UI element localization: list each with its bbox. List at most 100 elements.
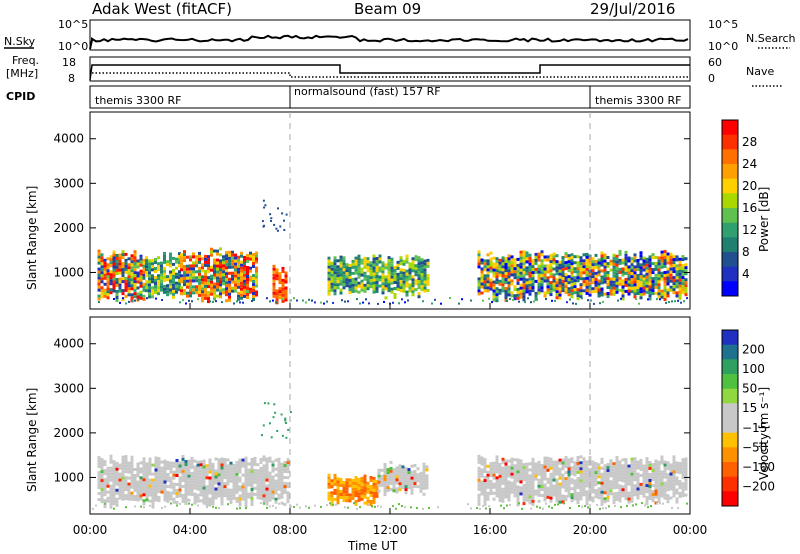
velocity-cell xyxy=(510,469,514,473)
velocity-cell xyxy=(154,465,158,469)
velocity-cell xyxy=(389,487,393,491)
power-cell xyxy=(528,268,532,272)
velocity-ground-cell xyxy=(326,504,328,507)
velocity-cell xyxy=(636,472,640,476)
velocity-cell xyxy=(561,500,565,504)
power-cell xyxy=(534,258,538,262)
power-cell xyxy=(243,270,246,274)
velocity-cell xyxy=(624,491,628,495)
power-cell xyxy=(213,261,216,265)
velocity-cell xyxy=(363,489,367,493)
velocity-cell xyxy=(202,480,206,484)
power-cell xyxy=(246,293,249,296)
velocity-cell xyxy=(220,487,224,491)
velocity-cell xyxy=(175,489,179,492)
power-cell xyxy=(573,282,577,286)
velocity-cell xyxy=(175,465,179,468)
velocity-cell xyxy=(495,494,499,498)
velocity-cell xyxy=(190,477,194,481)
velocity-cell xyxy=(681,464,685,468)
velocity-cell xyxy=(286,494,290,498)
velocity-ground-cell xyxy=(215,506,217,509)
velocity-cell xyxy=(154,495,158,499)
power-cell xyxy=(327,277,331,281)
power-cell xyxy=(115,278,119,281)
velocity-cell xyxy=(238,488,242,492)
power-cell xyxy=(486,283,490,287)
power-cell xyxy=(483,277,487,281)
power-cell xyxy=(546,276,550,280)
velocity-cell xyxy=(280,486,284,490)
velocity-cell xyxy=(675,461,679,465)
velocity-cell xyxy=(244,486,248,490)
velocity-cell xyxy=(516,470,520,474)
power-cell xyxy=(522,292,526,296)
power-cell xyxy=(103,288,107,292)
velocity-cell xyxy=(504,492,508,496)
velocity-cell xyxy=(570,472,574,476)
velocity-cell xyxy=(124,488,128,492)
power-cell xyxy=(219,295,222,299)
power-cell xyxy=(115,296,119,299)
station-title: Adak West (fitACF) xyxy=(92,0,232,18)
velocity-cell xyxy=(555,481,559,485)
velocity-cell xyxy=(166,467,170,470)
velocity-cell xyxy=(630,487,634,491)
power-cell xyxy=(486,268,490,272)
power-cell xyxy=(549,290,553,294)
velocity-cell xyxy=(522,496,526,500)
power-cell xyxy=(387,280,391,284)
power-cell xyxy=(570,268,574,272)
power-cell xyxy=(513,264,517,268)
velocity-cell xyxy=(193,474,197,478)
power-cell xyxy=(281,287,285,291)
velocity-cell xyxy=(202,495,206,499)
velocity-cell xyxy=(238,470,242,474)
velocity-cell xyxy=(199,475,203,479)
power-cell xyxy=(357,275,361,279)
velocity-cell xyxy=(483,479,487,483)
power-cell xyxy=(408,268,412,272)
power-cell xyxy=(216,267,219,271)
velocity-cell xyxy=(624,482,628,486)
velocity-cell xyxy=(244,459,248,463)
velocity-cell xyxy=(268,483,272,487)
power-cell xyxy=(612,253,616,257)
power-cell xyxy=(399,277,403,281)
velocity-cell xyxy=(615,494,619,498)
power-cell xyxy=(130,281,134,285)
power-cell xyxy=(225,290,228,294)
velocity-cell xyxy=(564,477,568,481)
power-cell xyxy=(681,285,685,289)
velocity-cell xyxy=(597,466,601,470)
velocity-cell xyxy=(392,477,396,481)
velocity-colorbar-tick-label: 200 xyxy=(742,343,765,357)
velocity-cell xyxy=(244,489,248,493)
power-cell xyxy=(243,261,246,265)
velocity-cell xyxy=(657,499,661,503)
power-cell xyxy=(492,265,496,269)
power-cell xyxy=(513,297,517,301)
velocity-cell xyxy=(130,485,134,489)
power-cell xyxy=(609,280,613,284)
power-ground-cell xyxy=(113,298,115,300)
power-cell xyxy=(186,294,189,298)
power-cell xyxy=(510,282,514,286)
power-cell xyxy=(534,291,538,295)
velocity-cell xyxy=(202,465,206,469)
power-cell xyxy=(672,270,676,274)
velocity-cell xyxy=(582,475,586,479)
power-cell xyxy=(612,259,616,263)
velocity-cell xyxy=(211,463,215,466)
velocity-cell xyxy=(600,487,604,491)
velocity-cell xyxy=(262,473,266,477)
velocity-cell xyxy=(480,489,484,493)
power-cell xyxy=(636,277,640,280)
velocity-cell xyxy=(383,490,387,493)
velocity-cell xyxy=(525,489,529,493)
power-cell xyxy=(636,274,640,277)
velocity-cell xyxy=(528,489,532,493)
velocity-cell xyxy=(663,481,667,485)
velocity-cell xyxy=(567,467,571,471)
velocity-cell xyxy=(268,459,272,463)
